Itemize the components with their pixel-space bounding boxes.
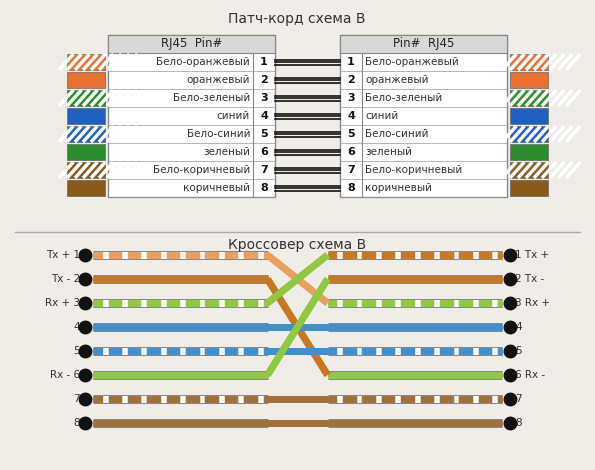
Bar — [510, 54, 548, 70]
Text: 7: 7 — [347, 165, 355, 175]
Text: 5: 5 — [515, 346, 522, 356]
Bar — [340, 35, 507, 197]
Text: зеленый: зеленый — [203, 147, 250, 157]
Bar — [67, 126, 105, 142]
Text: Патч-корд схема B: Патч-корд схема B — [228, 12, 366, 26]
Text: 1: 1 — [260, 57, 268, 67]
Bar — [108, 35, 275, 197]
Bar — [510, 108, 548, 124]
Text: 7: 7 — [260, 165, 268, 175]
Text: 3 Rx +: 3 Rx + — [515, 298, 550, 308]
Text: синий: синий — [365, 111, 398, 121]
Text: RJ45  Pin#: RJ45 Pin# — [161, 38, 222, 50]
Text: Бело-зеленый: Бело-зеленый — [173, 93, 250, 103]
Bar — [510, 162, 548, 178]
Bar — [510, 144, 548, 160]
Bar — [340, 35, 507, 53]
Text: 6: 6 — [260, 147, 268, 157]
Bar — [67, 162, 105, 178]
Bar — [510, 126, 548, 142]
Text: Бело-оранжевый: Бело-оранжевый — [365, 57, 459, 67]
Text: Бело-зеленый: Бело-зеленый — [365, 93, 442, 103]
Bar — [67, 144, 105, 160]
Text: Pin#  RJ45: Pin# RJ45 — [393, 38, 454, 50]
Bar — [67, 90, 105, 106]
Text: 6 Rx -: 6 Rx - — [515, 370, 545, 380]
Text: Rx - 6: Rx - 6 — [50, 370, 80, 380]
Text: 4: 4 — [73, 322, 80, 332]
Text: Бело-синий: Бело-синий — [365, 129, 428, 139]
Text: 5: 5 — [260, 129, 268, 139]
Text: 5: 5 — [347, 129, 355, 139]
Text: 2: 2 — [347, 75, 355, 85]
Text: синий: синий — [217, 111, 250, 121]
Text: Rx + 3: Rx + 3 — [45, 298, 80, 308]
Text: Кроссовер схема B: Кроссовер схема B — [228, 238, 366, 252]
Text: Бело-коричневый: Бело-коричневый — [153, 165, 250, 175]
Text: 8: 8 — [260, 183, 268, 193]
Text: 4: 4 — [260, 111, 268, 121]
Text: 1 Tx +: 1 Tx + — [515, 250, 549, 260]
Text: оранжевый: оранжевый — [186, 75, 250, 85]
Text: Tx - 2: Tx - 2 — [51, 274, 80, 284]
Text: 8: 8 — [73, 418, 80, 428]
Bar — [510, 90, 548, 106]
Text: 2: 2 — [260, 75, 268, 85]
Bar — [510, 72, 548, 88]
Bar — [67, 108, 105, 124]
Text: 2 Tx -: 2 Tx - — [515, 274, 544, 284]
Text: зеленый: зеленый — [365, 147, 412, 157]
Text: 3: 3 — [347, 93, 355, 103]
Text: коричневый: коричневый — [183, 183, 250, 193]
Text: 5: 5 — [73, 346, 80, 356]
Text: Бело-коричневый: Бело-коричневый — [365, 165, 462, 175]
Bar — [67, 54, 105, 70]
Bar — [108, 35, 275, 53]
Text: 7: 7 — [73, 394, 80, 404]
Text: Tx + 1: Tx + 1 — [46, 250, 80, 260]
Bar — [510, 180, 548, 196]
Text: 8: 8 — [347, 183, 355, 193]
Text: 1: 1 — [347, 57, 355, 67]
Text: 4: 4 — [515, 322, 522, 332]
Text: 4: 4 — [347, 111, 355, 121]
Text: 6: 6 — [347, 147, 355, 157]
Bar — [67, 180, 105, 196]
Text: Бело-синий: Бело-синий — [186, 129, 250, 139]
Text: 8: 8 — [515, 418, 522, 428]
Text: 3: 3 — [260, 93, 268, 103]
Text: оранжевый: оранжевый — [365, 75, 428, 85]
Text: 7: 7 — [515, 394, 522, 404]
Bar — [67, 72, 105, 88]
Text: Бело-оранжевый: Бело-оранжевый — [156, 57, 250, 67]
Text: коричневый: коричневый — [365, 183, 432, 193]
